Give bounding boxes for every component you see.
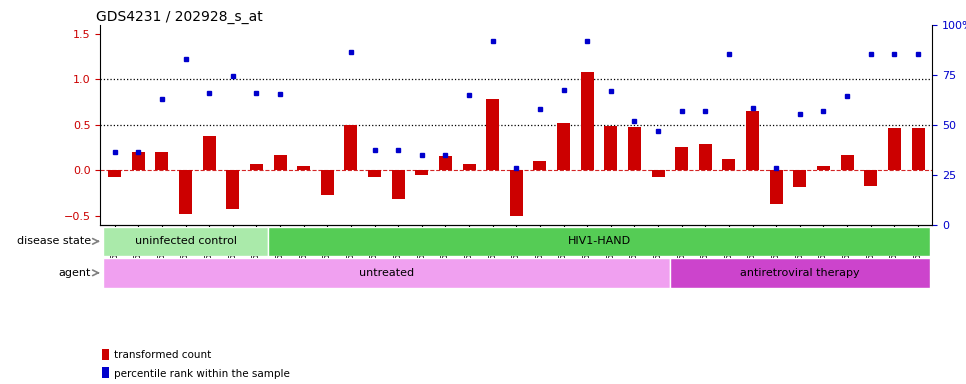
Bar	[746, 111, 759, 170]
Bar	[391, 170, 405, 199]
Bar	[723, 159, 735, 170]
Bar	[912, 127, 924, 170]
Bar	[463, 164, 475, 170]
Bar	[269, 227, 930, 256]
Bar	[203, 136, 215, 170]
Bar	[250, 164, 263, 170]
Text: agent: agent	[59, 268, 91, 278]
Bar	[415, 170, 428, 175]
Bar	[439, 156, 452, 170]
Bar	[605, 126, 617, 170]
Bar	[817, 166, 830, 170]
Text: HIV1-HAND: HIV1-HAND	[567, 236, 631, 247]
Bar	[888, 127, 901, 170]
Bar	[652, 170, 665, 177]
Bar	[368, 170, 381, 177]
Bar	[179, 170, 192, 214]
Bar	[675, 147, 688, 170]
Bar	[298, 166, 310, 170]
Bar	[102, 349, 109, 360]
Bar	[226, 170, 240, 209]
Bar	[628, 127, 641, 170]
Bar	[557, 123, 570, 170]
Bar	[321, 170, 334, 195]
Bar	[510, 170, 523, 215]
Bar	[102, 227, 269, 256]
Text: transformed count: transformed count	[114, 350, 212, 360]
Text: antiretroviral therapy: antiretroviral therapy	[740, 268, 860, 278]
Text: percentile rank within the sample: percentile rank within the sample	[114, 369, 290, 379]
Bar	[108, 170, 121, 177]
Bar	[581, 72, 594, 170]
Bar	[793, 170, 807, 187]
Bar	[698, 144, 712, 170]
Text: disease state: disease state	[16, 236, 91, 247]
Bar	[533, 161, 547, 170]
Bar	[102, 258, 669, 288]
Bar	[669, 258, 930, 288]
Bar	[156, 152, 168, 170]
Bar	[770, 170, 782, 204]
Bar	[345, 125, 357, 170]
Bar	[131, 152, 145, 170]
Bar	[273, 155, 287, 170]
Bar	[486, 99, 499, 170]
Text: GDS4231 / 202928_s_at: GDS4231 / 202928_s_at	[97, 10, 263, 24]
Text: untreated: untreated	[358, 268, 414, 278]
Bar	[865, 170, 877, 185]
Bar	[102, 367, 109, 378]
Text: uninfected control: uninfected control	[134, 236, 237, 247]
Bar	[840, 155, 854, 170]
